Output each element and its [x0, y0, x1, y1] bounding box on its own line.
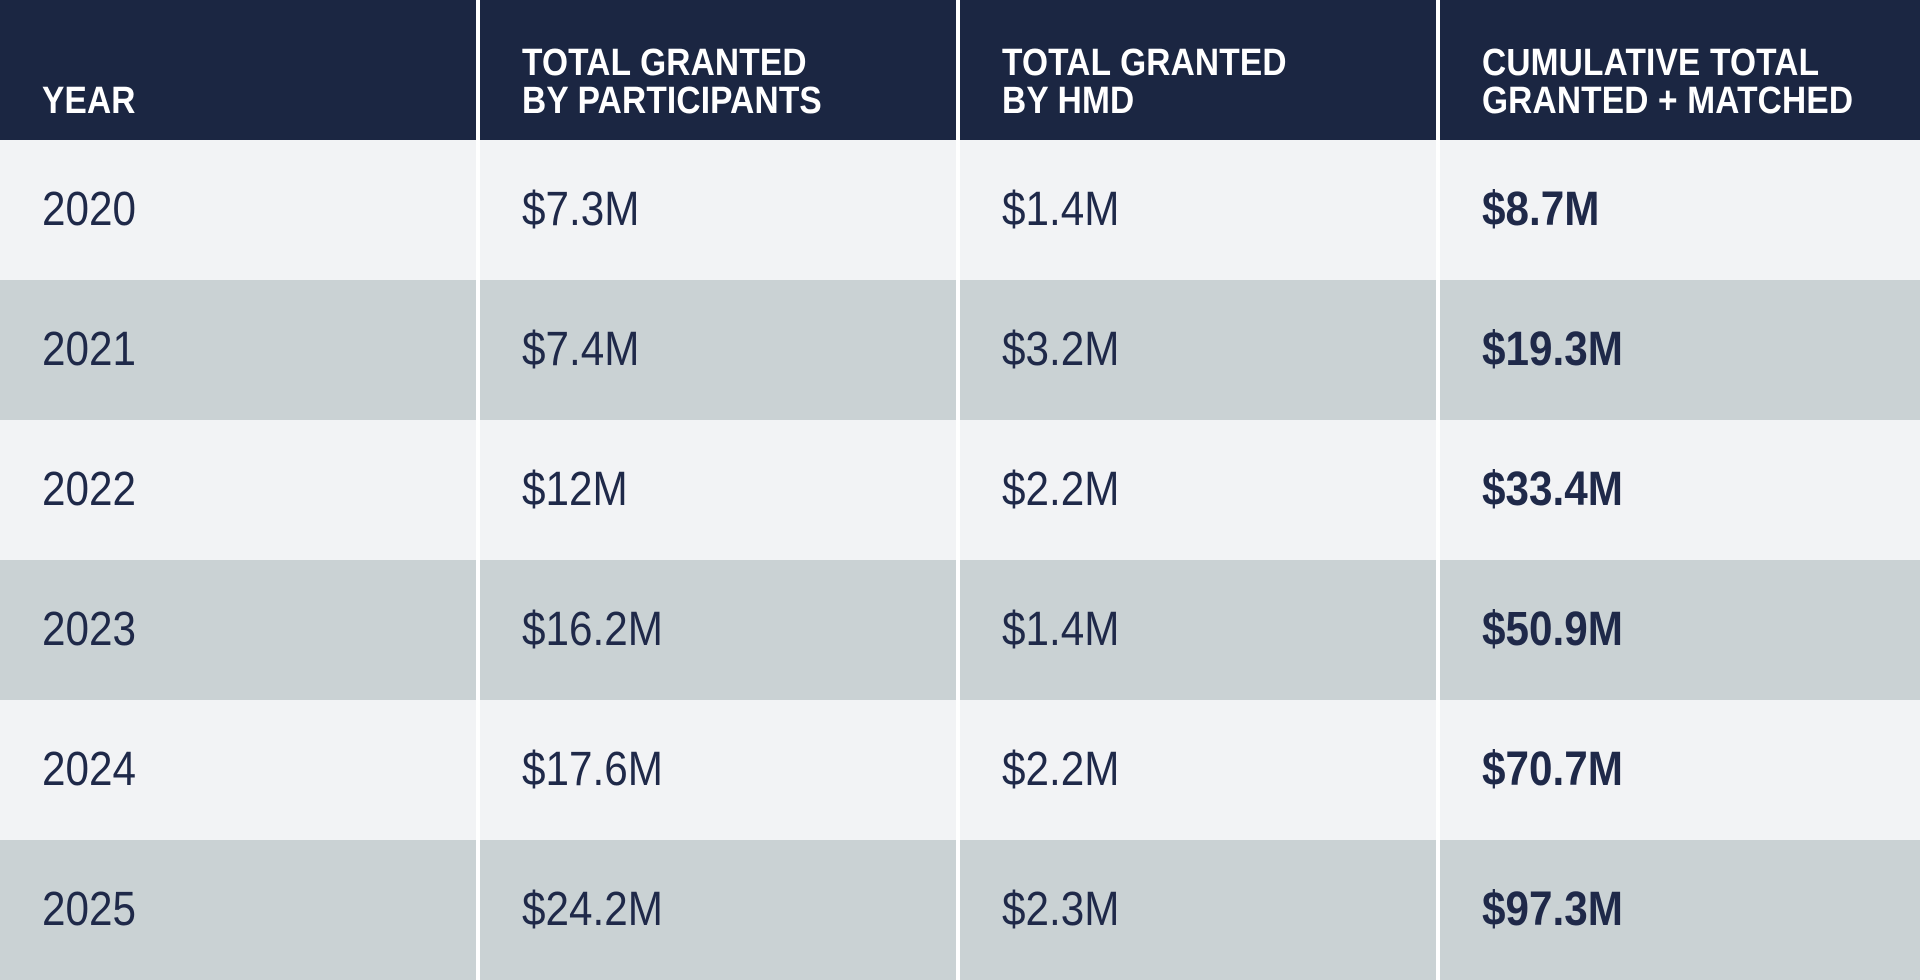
column-header-label: BY HMD — [1002, 80, 1135, 122]
cell-value: $17.6M — [522, 743, 663, 796]
cell-value: $1.4M — [1002, 603, 1120, 656]
column-header-label: GRANTED + MATCHED — [1482, 80, 1854, 122]
cell-hmd: $3.2M — [960, 280, 1440, 420]
table-header-row: YEAR TOTAL GRANTED BY PARTICIPANTS TOTAL… — [0, 0, 1920, 140]
cell-cumulative: $97.3M — [1440, 840, 1920, 980]
column-header-label: TOTAL GRANTED — [522, 42, 807, 84]
cell-value: $97.3M — [1482, 883, 1623, 936]
cell-year: 2022 — [0, 420, 480, 560]
column-header-total-granted-by-hmd: TOTAL GRANTED BY HMD — [960, 0, 1440, 140]
cell-hmd: $2.2M — [960, 700, 1440, 840]
cell-value: 2022 — [42, 463, 136, 516]
cell-value: $16.2M — [522, 603, 663, 656]
cell-value: 2023 — [42, 603, 136, 656]
table-row-2023: 2023 $16.2M $1.4M $50.9M — [0, 560, 1920, 700]
cell-hmd: $1.4M — [960, 140, 1440, 280]
cell-participants: $16.2M — [480, 560, 960, 700]
cell-year: 2020 — [0, 140, 480, 280]
cell-cumulative: $70.7M — [1440, 700, 1920, 840]
column-header-label: YEAR — [42, 80, 136, 122]
cell-value: $19.3M — [1482, 323, 1623, 376]
cell-value: $50.9M — [1482, 603, 1623, 656]
table-row-2020: 2020 $7.3M $1.4M $8.7M — [0, 140, 1920, 280]
column-header-label: TOTAL GRANTED — [1002, 42, 1287, 84]
cell-participants: $24.2M — [480, 840, 960, 980]
cell-cumulative: $19.3M — [1440, 280, 1920, 420]
cell-value: $33.4M — [1482, 463, 1623, 516]
cell-hmd: $1.4M — [960, 560, 1440, 700]
column-header-cumulative-total: CUMULATIVE TOTAL GRANTED + MATCHED — [1440, 0, 1920, 140]
cell-year: 2024 — [0, 700, 480, 840]
cell-value: $8.7M — [1482, 183, 1600, 236]
cell-value: $1.4M — [1002, 183, 1120, 236]
table-row-2024: 2024 $17.6M $2.2M $70.7M — [0, 700, 1920, 840]
cell-hmd: $2.2M — [960, 420, 1440, 560]
cell-participants: $7.4M — [480, 280, 960, 420]
column-header-year: YEAR — [0, 0, 480, 140]
cell-value: 2024 — [42, 743, 136, 796]
cell-year: 2023 — [0, 560, 480, 700]
cell-cumulative: $33.4M — [1440, 420, 1920, 560]
column-header-total-granted-by-participants: TOTAL GRANTED BY PARTICIPANTS — [480, 0, 960, 140]
cell-value: 2021 — [42, 323, 136, 376]
cell-value: $7.4M — [522, 323, 640, 376]
cell-value: $2.3M — [1002, 883, 1120, 936]
cell-value: $70.7M — [1482, 743, 1623, 796]
cell-value: 2020 — [42, 183, 136, 236]
cell-participants: $12M — [480, 420, 960, 560]
cell-value: $12M — [522, 463, 628, 516]
table-row-2025: 2025 $24.2M $2.3M $97.3M — [0, 840, 1920, 980]
cell-value: $3.2M — [1002, 323, 1120, 376]
column-header-label: CUMULATIVE TOTAL — [1482, 42, 1820, 84]
cell-hmd: $2.3M — [960, 840, 1440, 980]
cell-participants: $7.3M — [480, 140, 960, 280]
cell-value: $2.2M — [1002, 743, 1120, 796]
column-header-label: BY PARTICIPANTS — [522, 80, 822, 122]
cell-year: 2025 — [0, 840, 480, 980]
table-row-2022: 2022 $12M $2.2M $33.4M — [0, 420, 1920, 560]
cell-value: $24.2M — [522, 883, 663, 936]
cell-value: 2025 — [42, 883, 136, 936]
table-row-2021: 2021 $7.4M $3.2M $19.3M — [0, 280, 1920, 420]
cell-cumulative: $50.9M — [1440, 560, 1920, 700]
cell-year: 2021 — [0, 280, 480, 420]
cell-cumulative: $8.7M — [1440, 140, 1920, 280]
cell-value: $7.3M — [522, 183, 640, 236]
cell-value: $2.2M — [1002, 463, 1120, 516]
cell-participants: $17.6M — [480, 700, 960, 840]
